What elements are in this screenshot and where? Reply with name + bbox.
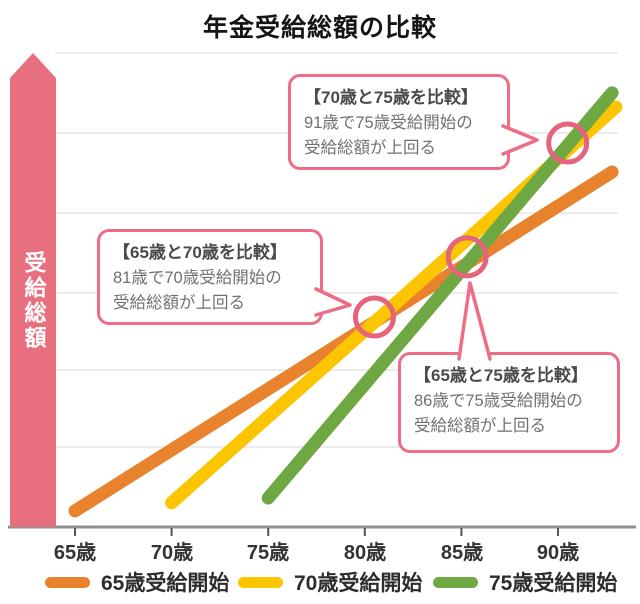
callout-text: 81歳で70歳受給開始の [113,268,282,287]
intersection-circle-86 [445,235,489,279]
callout-heading: 【65歳と70歳を比較】 [113,243,287,262]
legend-item-70: 70歳受給開始 [238,569,422,595]
callout-text: 86歳で75歳受給開始の [414,391,583,410]
callout-text: 91歳で75歳受給開始の [304,113,473,132]
legend-item-65: 65歳受給開始 [45,569,229,595]
callout-65-vs-70: 【65歳と70歳を比較】 81歳で70歳受給開始の 受給総額が上回る [97,229,352,325]
legend-item-75: 75歳受給開始 [433,569,617,595]
callout-65-vs-75: 【65歳と75歳を比較】 86歳で75歳受給開始の 受給総額が上回る [398,281,620,453]
y-axis-label: 受給総額 [21,251,47,351]
callout-70-vs-75: 【70歳と75歳を比較】 91歳で75歳受給開始の 受給総額が上回る [288,74,539,170]
callout-text: 受給総額が上回る [304,139,436,158]
callout-tail-up [457,281,492,361]
legend-label-75: 75歳受給開始 [489,572,618,595]
x-tick-label-70: 70歳 [150,542,194,564]
intersection-circle-81 [352,295,396,339]
x-tick-label-75: 75歳 [246,542,290,564]
x-tick-label-85: 85歳 [440,542,484,564]
x-tick-label-65: 65歳 [53,542,97,564]
legend-label-65: 65歳受給開始 [101,572,230,595]
x-tick-label-90: 90歳 [536,542,580,564]
page-title: 年金受給総額の比較 [202,14,437,42]
x-tick-label-80: 80歳 [343,542,387,564]
callout-tail-right [501,124,539,156]
series-line-75 [261,86,619,505]
legend-swatch-65 [45,576,90,588]
legend-swatch-70 [238,576,283,588]
callout-heading: 【70歳と75歳を比較】 [304,88,478,107]
callout-heading: 【65歳と75歳を比較】 [414,366,588,385]
callout-text: 受給総額が上回る [113,294,245,313]
legend-label-70: 70歳受給開始 [294,572,423,595]
intersection-circle-91 [546,121,590,165]
y-axis-arrow [10,53,56,527]
callout-text: 受給総額が上回る [414,417,546,436]
callout-tail-right [314,287,352,317]
legend-swatch-75 [433,576,478,588]
